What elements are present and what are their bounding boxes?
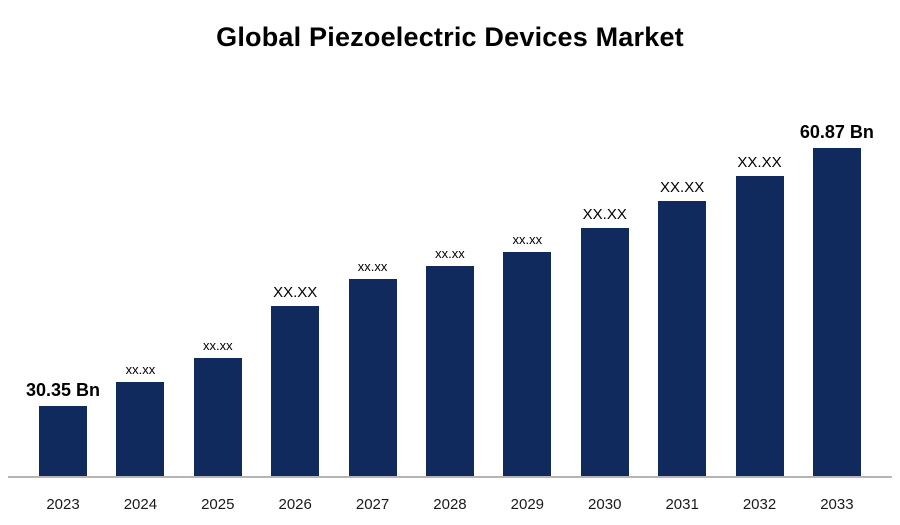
bar-2027 [348,279,397,476]
x-axis-label: 2032 [742,496,777,513]
bar-column: XX.XX [580,206,630,476]
bar-value-label: 30.35 Bn [25,380,101,400]
bar-2024 [116,382,165,476]
x-labels-row: 2023 2024 2025 2026 2027 2028 2029 2030 2031 2032… [8,496,892,513]
bar-value-label: xx.xx [435,246,465,261]
bar-column: xx.xx [425,246,475,476]
bar-2031 [658,201,707,476]
bar-column: xx.xx [193,338,243,476]
bar-2033 [812,148,861,476]
x-axis-label: 2029 [510,496,545,513]
bar-value-label: XX.XX [737,154,782,171]
bar-2030 [580,228,629,476]
bar-column: xx.xx [502,232,552,476]
bars-row: 30.35 Bn xx.xx xx.xx XX.XX xx.xx xx.xx xx.xx XX… [8,90,892,478]
bar-column: XX.XX [657,179,707,476]
bar-value-label: xx.xx [512,232,543,247]
bar-value-label: xx.xx [125,362,156,377]
bar-2023 [39,406,87,476]
x-axis-label: 2026 [278,496,312,513]
bar-value-label: XX.XX [660,179,705,196]
bar-2026 [271,306,320,476]
bar-column: XX.XX [735,154,785,476]
bar-column: 60.87 Bn [800,122,874,476]
bar-2025 [193,358,242,476]
bar-column: XX.XX [270,284,320,476]
x-axis-label: 2024 [123,496,158,513]
x-axis-label: 2028 [433,496,467,513]
x-axis-label: 2023 [46,496,80,513]
chart-title: Global Piezoelectric Devices Market [216,22,684,52]
bar-value-label: XX.XX [582,206,627,223]
bar-2028 [425,266,474,476]
x-axis-label: 2027 [355,496,390,513]
bar-column: xx.xx [115,362,165,476]
bar-column: 30.35 Bn [26,380,100,476]
bar-value-label: 60.87 Bn [799,122,874,142]
bar-value-label: xx.xx [202,338,233,353]
x-axis-label: 2033 [820,496,854,513]
bar-value-label: XX.XX [273,284,318,301]
bar-column: xx.xx [348,259,398,476]
x-axis-label: 2030 [588,496,622,513]
bar-2029 [503,252,552,476]
x-axis-label: 2031 [665,496,699,513]
bar-value-label: xx.xx [357,259,388,274]
x-axis-label: 2025 [201,496,235,513]
bar-2032 [735,176,784,476]
